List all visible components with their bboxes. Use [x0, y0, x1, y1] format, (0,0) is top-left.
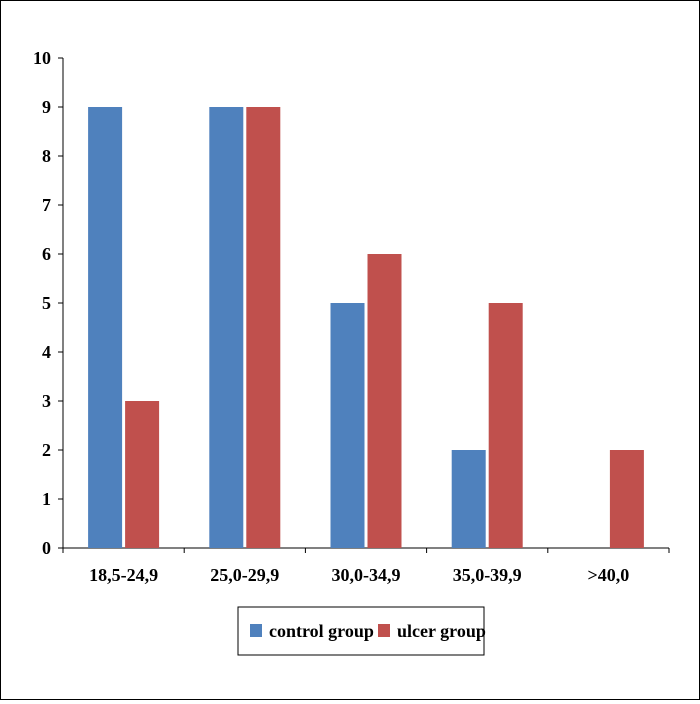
y-tick-label: 6 — [42, 244, 51, 264]
bar-ulcer-0 — [125, 401, 160, 548]
y-tick-label: 5 — [42, 293, 51, 313]
x-tick-label: 25,0-29,9 — [210, 565, 279, 585]
legend: control group ulcer group — [237, 606, 486, 656]
bar-ulcer-1 — [246, 107, 281, 548]
y-tick-label: 10 — [33, 48, 51, 68]
y-axis: 0 1 2 3 4 5 6 7 8 9 10 — [33, 48, 64, 558]
y-tick-label: 7 — [42, 195, 51, 215]
legend-label-0: control group — [269, 621, 374, 641]
bars — [88, 107, 644, 548]
legend-box — [237, 606, 485, 656]
y-tick-label: 0 — [42, 538, 51, 558]
bar-control-1 — [209, 107, 244, 548]
y-tick-label: 2 — [42, 440, 51, 460]
x-tick-label: 18,5-24,9 — [89, 565, 158, 585]
x-tick-label: >40,0 — [588, 565, 630, 585]
bar-control-3 — [451, 450, 486, 548]
y-tick-label: 9 — [42, 97, 51, 117]
bar-control-2 — [330, 303, 365, 548]
x-axis: 18,5-24,9 25,0-29,9 30,0-34,9 35,0-39,9 >40,… — [62, 547, 670, 585]
bar-control-0 — [88, 107, 123, 548]
bar-ulcer-3 — [488, 303, 523, 548]
legend-swatch-0 — [250, 624, 262, 637]
y-tick-label: 3 — [42, 391, 51, 411]
bar-ulcer-4 — [609, 450, 644, 548]
bar-ulcer-2 — [367, 254, 402, 548]
legend-label-1: ulcer group — [397, 621, 486, 641]
legend-swatch-1 — [378, 624, 390, 637]
y-tick-label: 1 — [42, 489, 51, 509]
x-tick-label: 35,0-39,9 — [453, 565, 522, 585]
y-tick-label: 8 — [42, 146, 51, 166]
y-tick-label: 4 — [42, 342, 51, 362]
x-tick-label: 30,0-34,9 — [332, 565, 401, 585]
